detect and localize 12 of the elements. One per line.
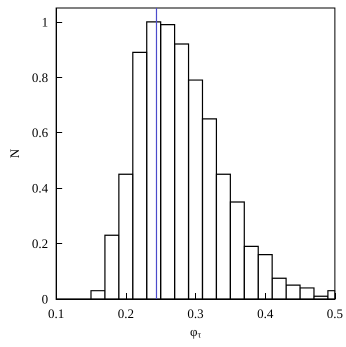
- y-axis-title: N: [7, 148, 22, 158]
- y-tick-label: 0.8: [32, 70, 48, 85]
- y-tick-label: 0.6: [32, 125, 49, 140]
- y-tick-label: 0.2: [32, 236, 48, 252]
- x-tick-label: 0.4: [257, 306, 274, 321]
- x-tick-label: 0.1: [48, 306, 64, 321]
- x-tick-label: 0.5: [326, 306, 343, 321]
- y-tick-label: 0: [42, 292, 48, 306]
- x-tick-label: 0.2: [118, 306, 134, 321]
- y-tick-label: 1: [42, 14, 48, 30]
- x-tick-label: 0.3: [187, 306, 204, 321]
- y-tick-label: 0.4: [32, 180, 49, 196]
